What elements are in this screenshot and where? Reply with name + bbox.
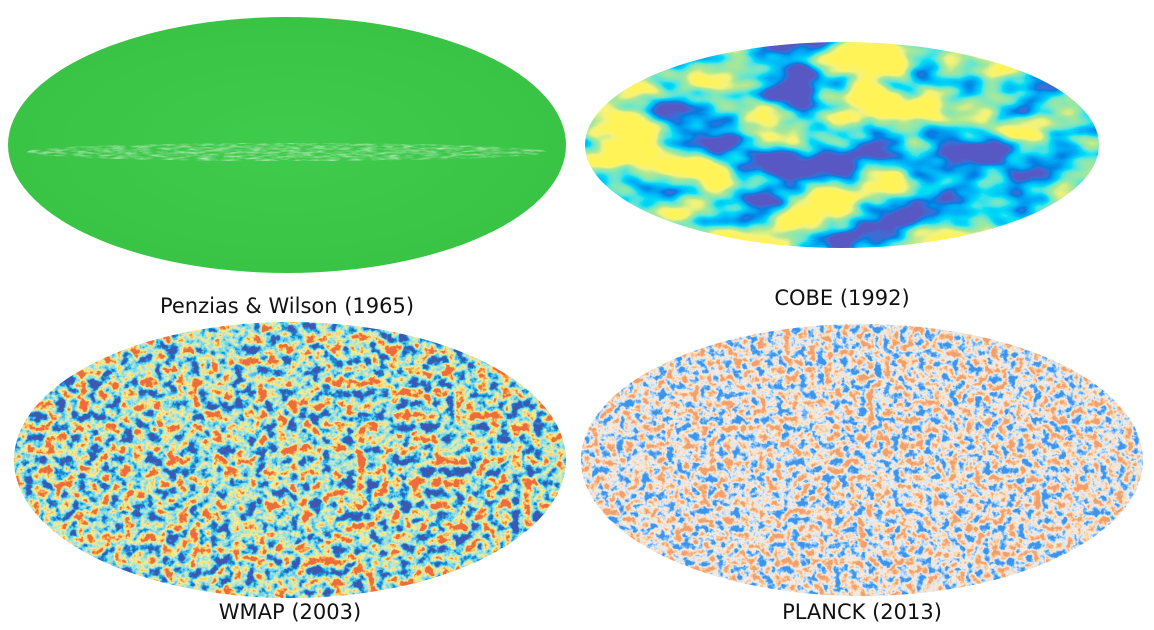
penzias-wilson-map (8, 17, 566, 273)
caption: WMAP (2003) (219, 600, 361, 624)
caption: PLANCK (2013) (782, 600, 942, 624)
cobe-map (585, 42, 1099, 248)
figure: Penzias & Wilson (1965) COBE (1992) WMAP… (0, 0, 1154, 630)
caption: Penzias & Wilson (1965) (160, 294, 414, 318)
planck-map (581, 324, 1143, 596)
caption: COBE (1992) (774, 286, 909, 310)
wmap-map (14, 322, 566, 598)
